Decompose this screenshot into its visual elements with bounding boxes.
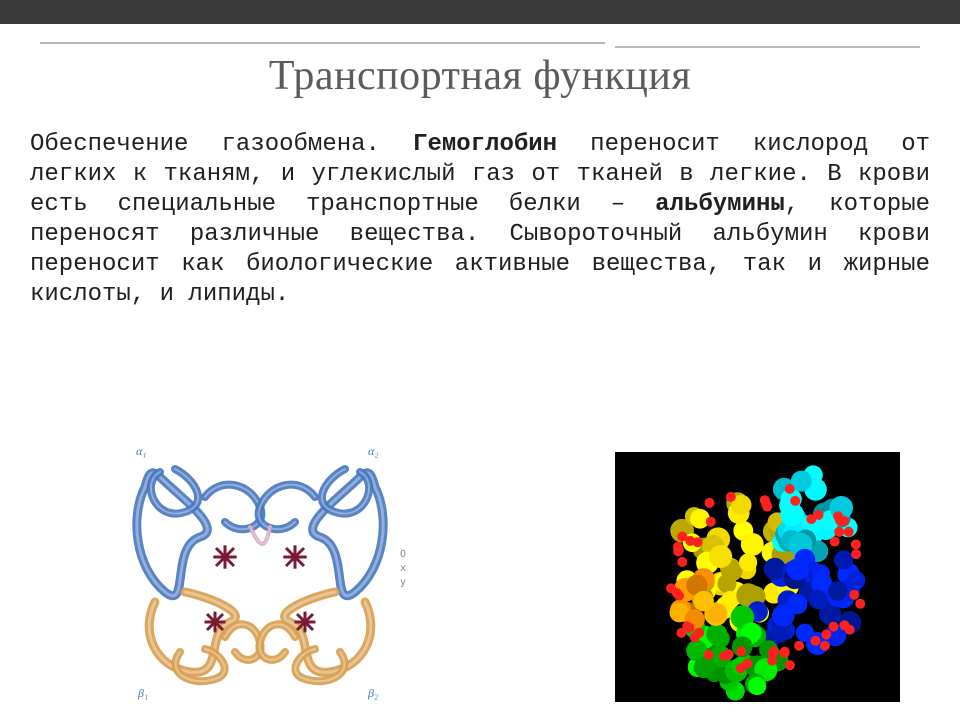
hemoglobin-ribbon-diagram: α₁ α₂ β₁ β₂ Oxy xyxy=(100,427,420,702)
bold-hemoglobin: Гемоглобин xyxy=(413,131,557,158)
svg-text:β₁: β₁ xyxy=(137,686,148,700)
svg-text:x: x xyxy=(400,563,406,574)
images-row: α₁ α₂ β₁ β₂ Oxy xyxy=(0,422,960,702)
text-segment-1: Обеспечение газообмена. xyxy=(30,131,413,158)
svg-text:α₂: α₂ xyxy=(368,444,378,458)
svg-text:y: y xyxy=(400,577,406,588)
svg-text:O: O xyxy=(400,549,406,560)
svg-text:α₁: α₁ xyxy=(136,444,146,458)
top-menu-bar xyxy=(0,0,960,24)
slide-body-paragraph: Обеспечение газообмена. Гемоглобин перен… xyxy=(30,130,930,310)
bold-albumins: альбумины xyxy=(655,191,785,218)
svg-text:β₂: β₂ xyxy=(367,686,378,700)
slide-title: Транспортная функция xyxy=(0,52,960,100)
divider-line-left xyxy=(40,42,605,44)
divider-line-right xyxy=(615,46,920,48)
hemoglobin-spacefill-diagram xyxy=(615,452,900,702)
